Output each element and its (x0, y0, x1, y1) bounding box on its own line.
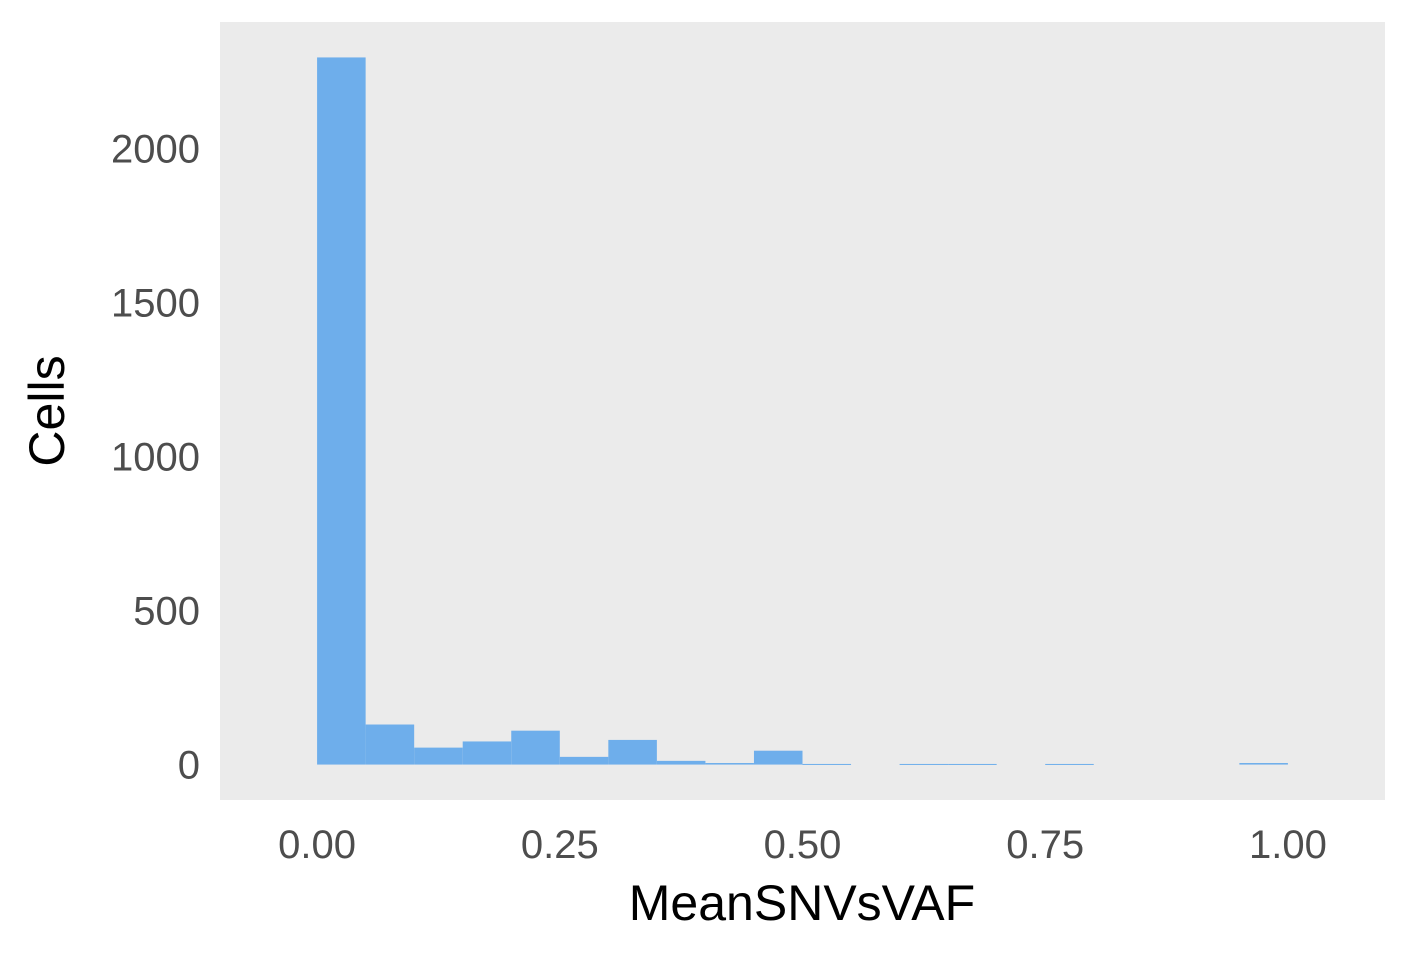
histogram-bar (753, 750, 803, 765)
y-axis-tick-labels: 0 500 1000 1500 2000 (111, 127, 200, 787)
x-tick-label: 0.00 (278, 823, 356, 867)
histogram-bar (317, 57, 366, 765)
histogram-bar (559, 756, 609, 765)
histogram-bar (414, 747, 463, 765)
y-tick-label: 1500 (111, 281, 200, 325)
histogram-bars (317, 57, 1288, 765)
histogram-bar (462, 741, 512, 765)
histogram-bar (608, 739, 657, 765)
y-axis-title: Cells (19, 355, 75, 466)
x-tick-label: 0.50 (764, 823, 842, 867)
histogram-bar (948, 763, 997, 765)
histogram-bar (705, 763, 754, 765)
histogram-bar (365, 724, 415, 765)
y-tick-label: 2000 (111, 127, 200, 171)
plot-panel-background (220, 22, 1385, 800)
x-tick-label: 0.25 (521, 823, 599, 867)
x-tick-label: 1.00 (1249, 823, 1327, 867)
histogram-bar (1045, 763, 1094, 765)
histogram-bar (656, 760, 706, 765)
y-tick-label: 0 (178, 744, 200, 788)
histogram-bar (802, 763, 852, 765)
histogram-bar (1239, 763, 1288, 765)
x-axis-title: MeanSNVsVAF (629, 875, 975, 931)
y-tick-label: 1000 (111, 435, 200, 479)
histogram-bar (899, 763, 949, 765)
histogram-bar (511, 730, 560, 765)
x-axis-tick-labels: 0.00 0.25 0.50 0.75 1.00 (278, 823, 1327, 867)
y-tick-label: 500 (133, 590, 200, 634)
x-tick-label: 0.75 (1006, 823, 1084, 867)
